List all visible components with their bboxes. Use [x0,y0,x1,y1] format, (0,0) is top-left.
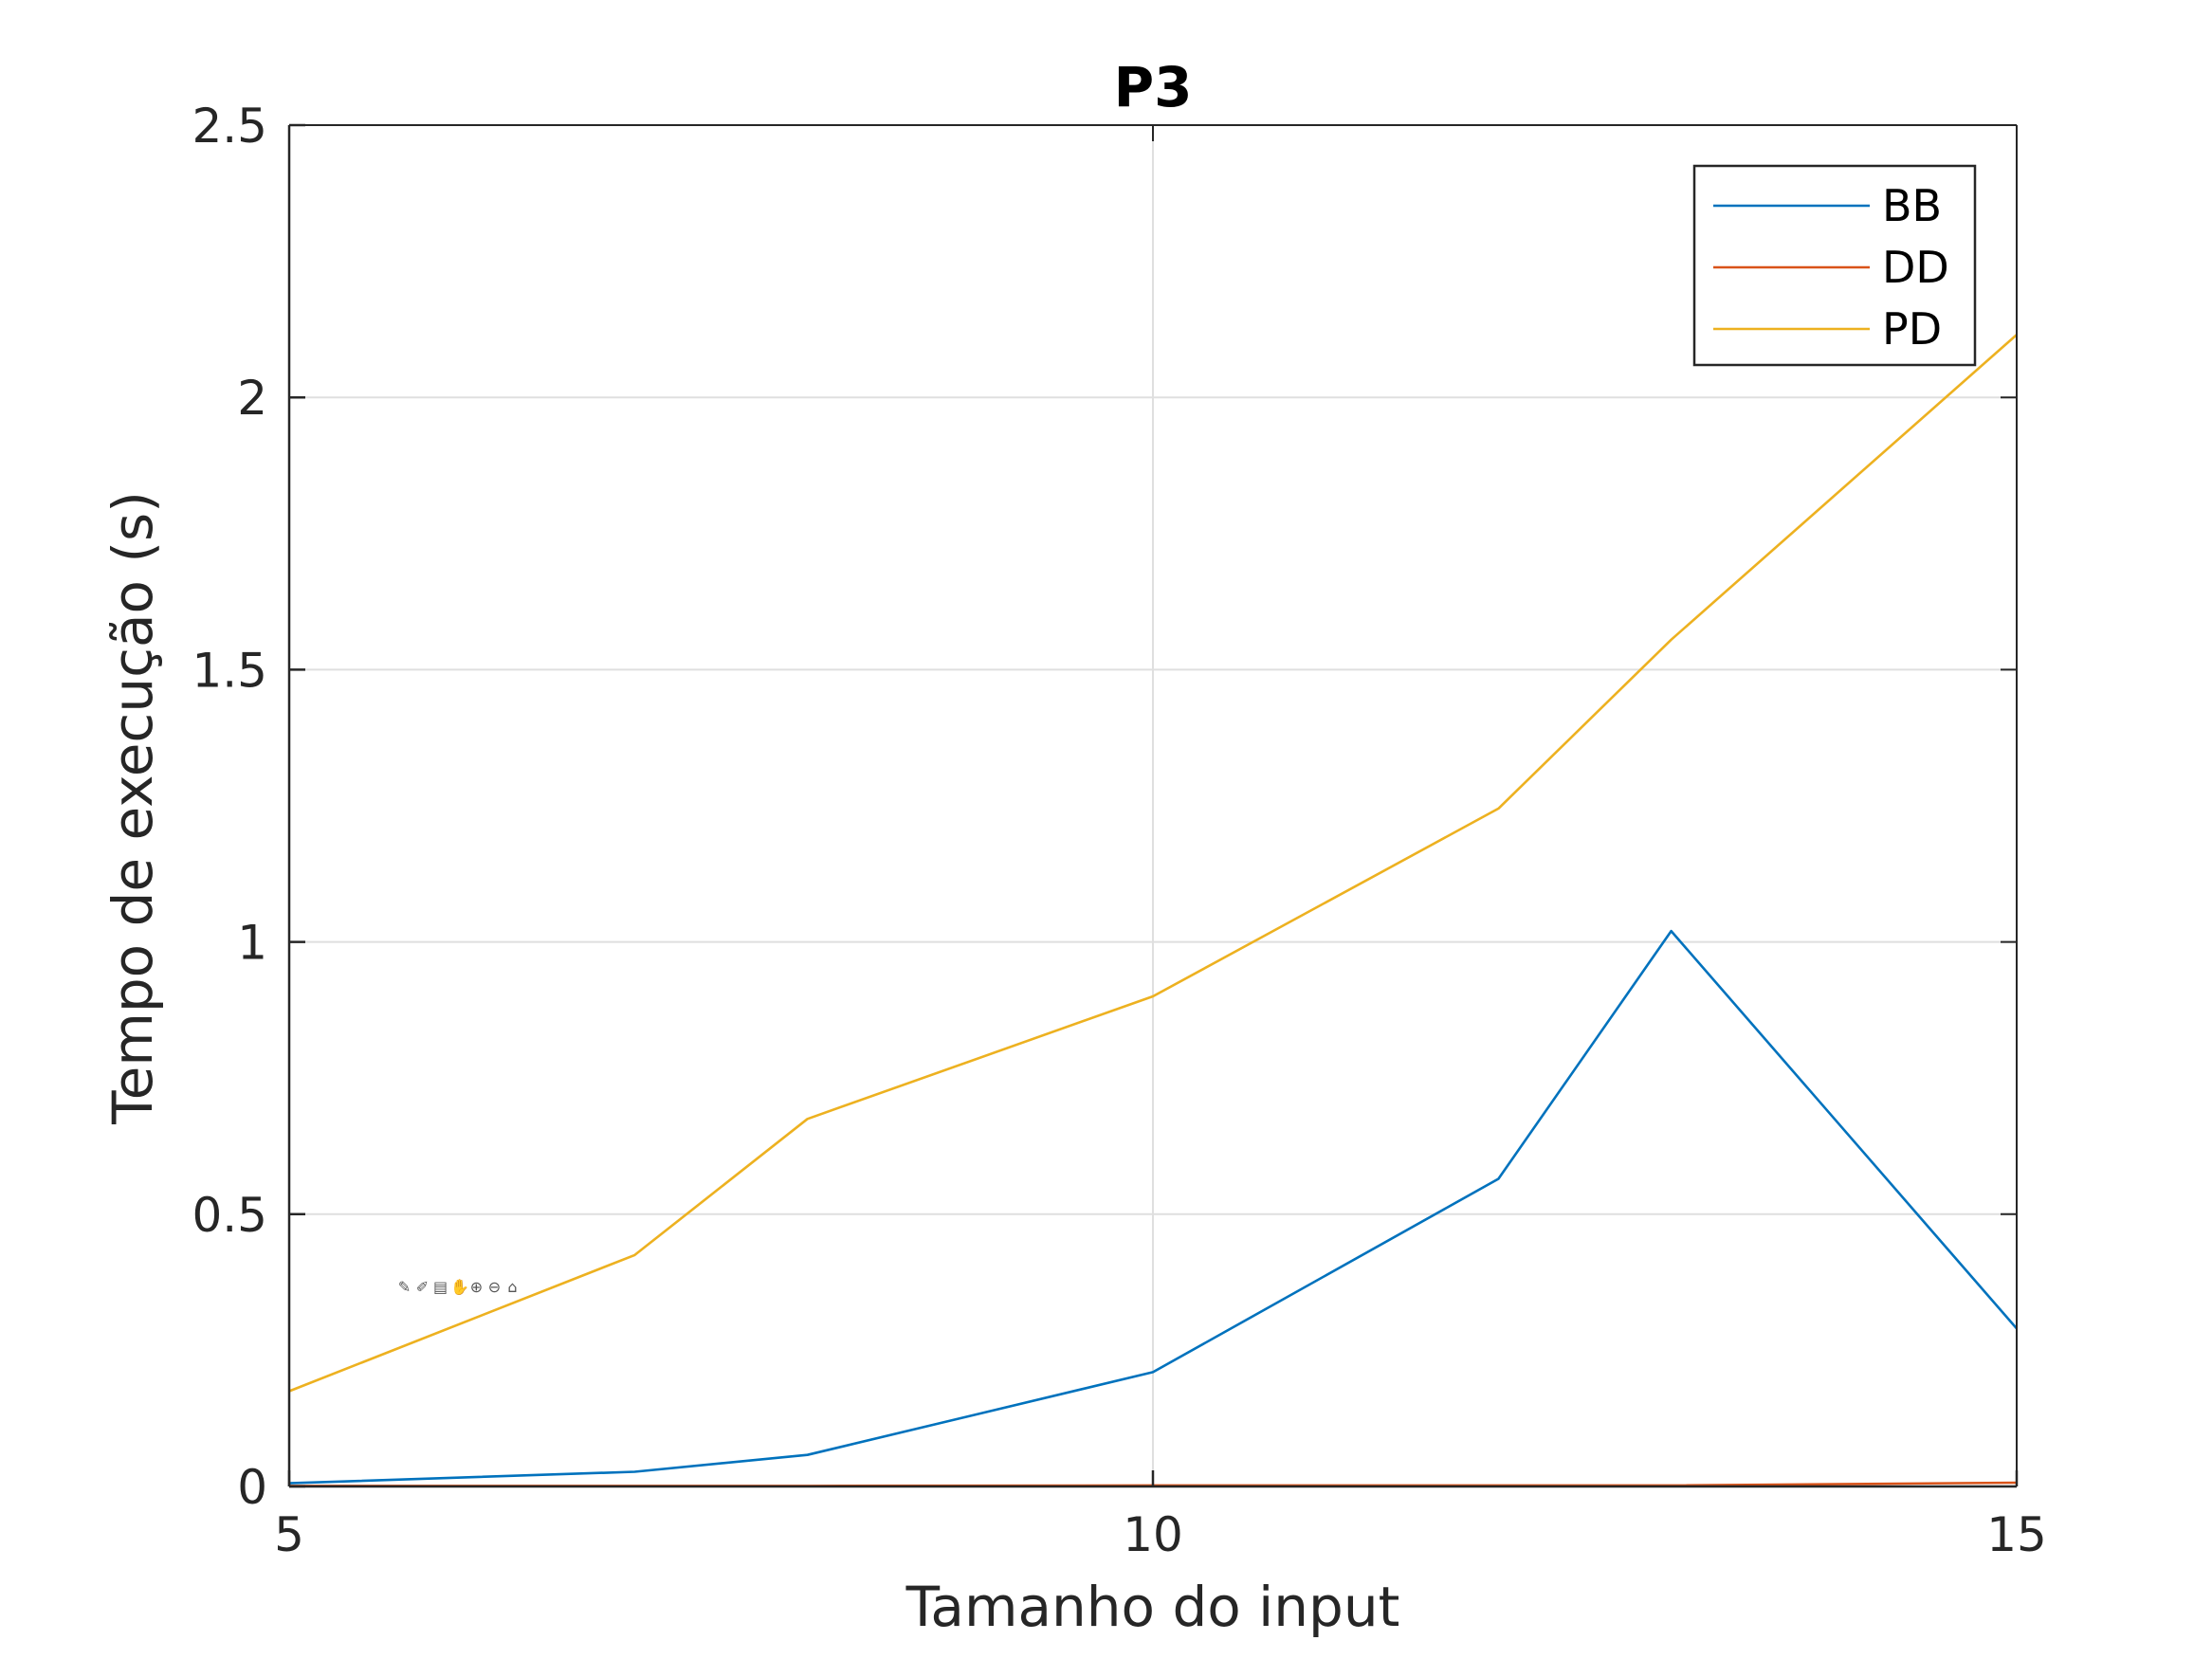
legend[interactable]: BB DD PD [1692,164,1977,367]
y-tick-label: 2.5 [192,99,267,154]
series-line-bb [288,929,2018,1485]
y-tick-label: 0.5 [192,1188,267,1243]
brush-icon[interactable]: ✎ [397,1278,411,1296]
x-tick-label: 15 [1986,1507,2047,1562]
chart-title: P3 [1114,55,1193,119]
x-tick-label: 10 [1123,1507,1183,1562]
y-tick-label: 0 [237,1460,267,1515]
zoom-in-icon[interactable]: ⊕ [469,1278,484,1296]
y-tick-label: 1 [237,916,267,971]
y-tick-label: 1.5 [192,643,267,698]
pan-icon[interactable]: ✋ [450,1278,469,1296]
home-icon[interactable]: ⌂ [507,1278,518,1296]
zoom-out-icon[interactable]: ⊖ [487,1278,502,1296]
axes-toolbar[interactable]: ✎ ✐ ▤ ✋ ⊕ ⊖ ⌂ [396,1279,521,1296]
legend-label-pd: PD [1882,303,1942,355]
paint-icon[interactable]: ✐ [415,1278,430,1296]
legend-label-dd: DD [1882,242,1949,293]
series-line-pd [288,334,2018,1393]
legend-box [1692,164,1977,367]
x-axis-title: Tamanho do input [905,1575,1400,1639]
y-axis-title: Tempo de execução (s) [101,491,165,1125]
axes [287,123,2019,1488]
x-tick-label: 5 [274,1507,304,1562]
tick-labels: 5 10 15 0 0.5 1 1.5 2 2.5 [192,99,2046,1562]
legend-label-bb: BB [1882,180,1942,231]
y-tick-label: 2 [237,371,267,426]
datatip-icon[interactable]: ▤ [432,1278,448,1296]
